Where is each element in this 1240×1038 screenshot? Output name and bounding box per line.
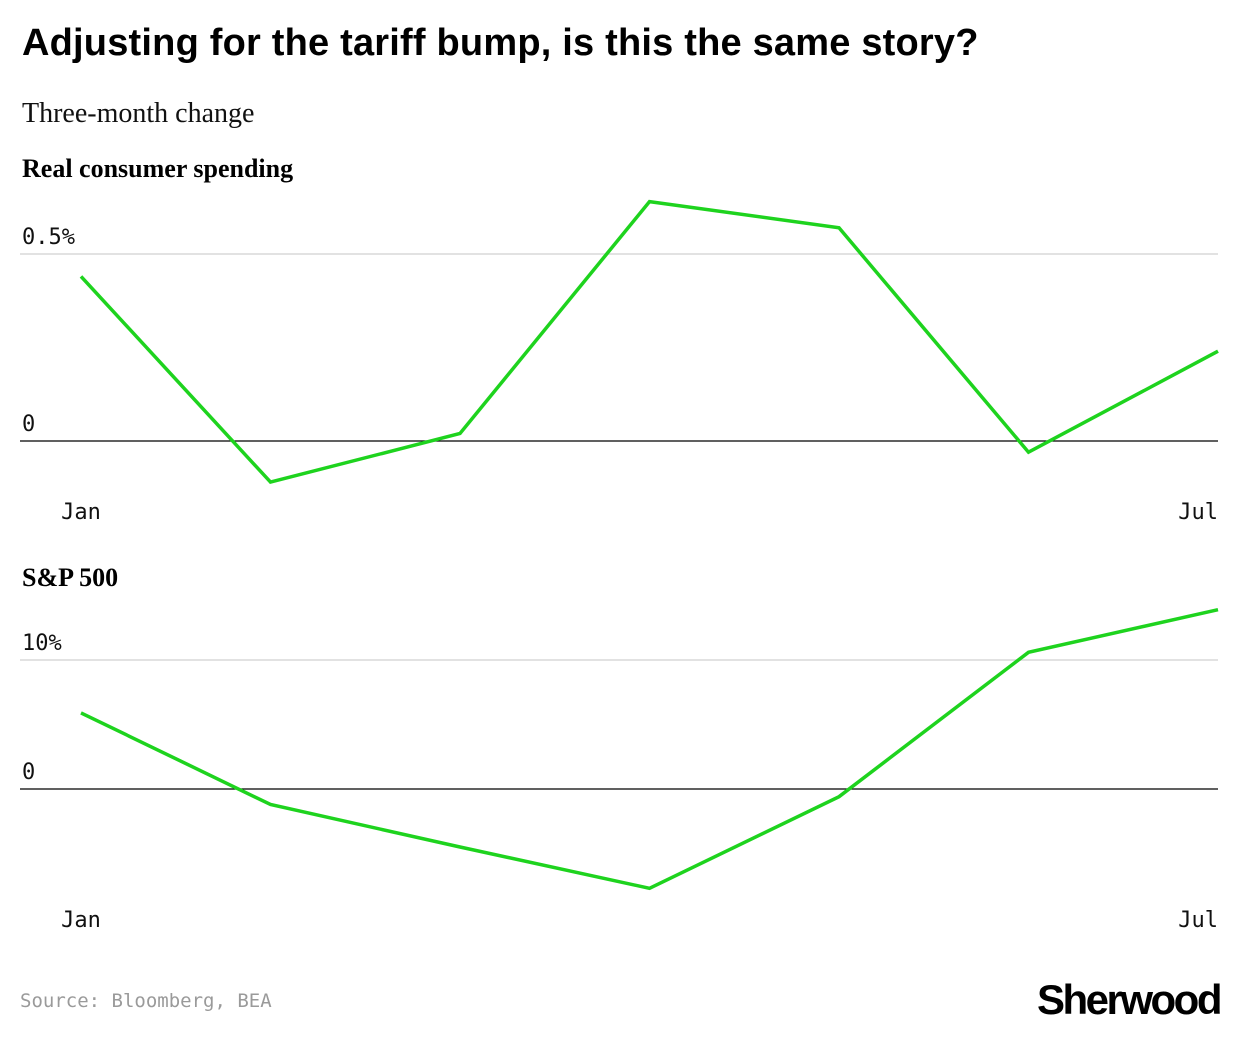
chart-title: Adjusting for the tariff bump, is this t… [22, 22, 979, 64]
x-tick-label-1-1: Jul [1178, 908, 1218, 933]
y-tick-label-1-1: 0 [22, 760, 35, 785]
x-tick-label-0-0: Jan [61, 500, 101, 525]
y-tick-label-1-0: 10% [22, 631, 62, 656]
panel-title-consumer-spending: Real consumer spending [22, 154, 294, 183]
source-note: Source: Bloomberg, BEA [20, 990, 272, 1012]
panel-title-sp500: S&P 500 [22, 563, 119, 592]
y-tick-label-0-1: 0 [22, 412, 35, 437]
series-line-1-0 [80, 607, 1219, 891]
x-tick-label-1-0: Jan [61, 908, 101, 933]
y-tick-label-0-0: 0.5% [22, 225, 75, 250]
chart-subtitle: Three-month change [22, 98, 255, 129]
x-tick-label-0-1: Jul [1178, 500, 1218, 525]
sherwood-logo: Sherwood [1036, 976, 1223, 1023]
series-line-0-0 [79, 199, 1219, 485]
